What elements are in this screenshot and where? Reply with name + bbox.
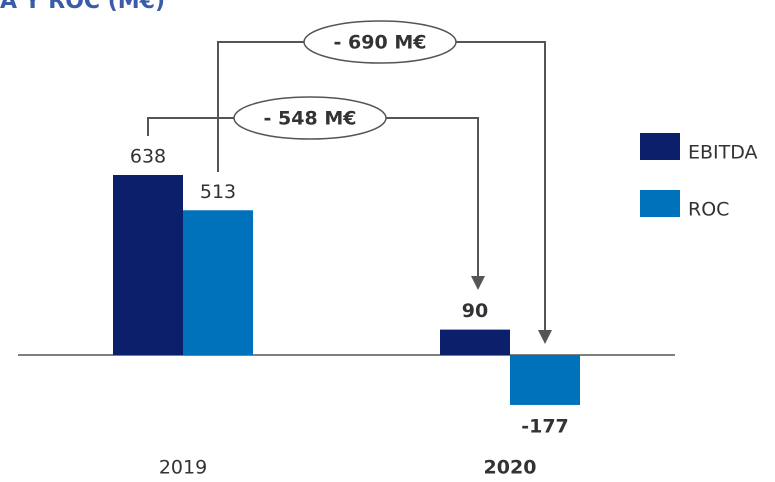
bar	[183, 210, 253, 355]
annotation-bubble	[233, 96, 387, 140]
chart-title: A Y ROC (M€)	[0, 0, 165, 14]
bracket	[217, 41, 546, 332]
legend-swatch	[640, 190, 680, 217]
annotation: - 690 M€	[334, 32, 427, 54]
legend-label: ROC	[688, 199, 729, 221]
value-label: 90	[462, 300, 488, 322]
x-tick-label: 2019	[159, 457, 207, 479]
bar	[510, 355, 580, 405]
value-label: -177	[521, 415, 569, 437]
bar	[440, 329, 510, 355]
arrow-head	[538, 330, 552, 344]
value-label: 513	[200, 181, 236, 203]
value-label: 638	[130, 146, 166, 168]
legend-swatch	[640, 133, 680, 160]
annotation: - 548 M€	[264, 108, 357, 130]
bar	[113, 175, 183, 355]
x-tick-label: 2020	[484, 457, 537, 479]
annotation-bubble	[303, 20, 457, 64]
arrow-head	[471, 276, 485, 290]
legend-label: EBITDA	[688, 142, 758, 164]
